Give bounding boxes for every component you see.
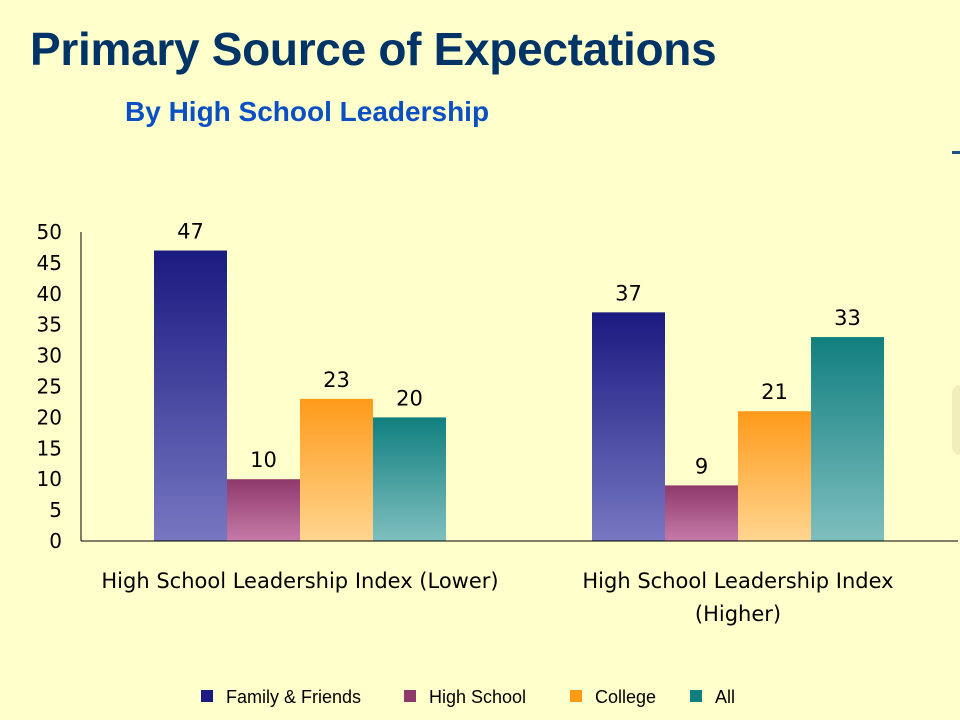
axes-layer: 0 5 10 15 20 25 30 35 40 45 50 xyxy=(37,220,958,553)
category-label-1: High School Leadership Index (Lower) xyxy=(101,569,498,593)
legend-swatch-college xyxy=(570,690,582,702)
y-tick-label-25: 25 xyxy=(37,375,62,399)
y-tick-label-50: 50 xyxy=(37,220,62,244)
legend-swatch-family-friends xyxy=(201,690,213,702)
legend-label-college: College xyxy=(595,687,656,707)
y-tick-label-0: 0 xyxy=(49,529,62,553)
category-label-2-line-1: High School Leadership Index xyxy=(582,569,893,593)
data-label-family-friends-1: 47 xyxy=(177,220,204,244)
y-tick-label-35: 35 xyxy=(37,313,62,337)
y-tick-label-20: 20 xyxy=(37,405,62,429)
legend-label-high-school: High School xyxy=(429,687,526,707)
legend: Family & Friends High School College All xyxy=(201,687,735,707)
data-label-college-1: 23 xyxy=(323,368,350,392)
data-label-high-school-1: 10 xyxy=(250,448,277,472)
legend-swatch-high-school xyxy=(404,690,416,702)
bar-college-2 xyxy=(738,411,811,541)
edge-decoration-shape xyxy=(952,385,960,455)
bars-layer xyxy=(154,250,884,542)
data-label-college-2: 21 xyxy=(761,380,788,404)
legend-swatch-all xyxy=(690,690,702,702)
data-label-all-2: 33 xyxy=(834,306,861,330)
y-tick-label-15: 15 xyxy=(37,436,62,460)
slide-subtitle: By High School Leadership xyxy=(125,96,490,127)
bar-high-school-2 xyxy=(665,485,738,541)
category-label-2-line-2: (Higher) xyxy=(695,602,781,626)
y-tick-label-40: 40 xyxy=(37,282,62,306)
y-tick-label-30: 30 xyxy=(37,344,62,368)
labels-layer: 47 10 23 20 37 9 21 33 High School Leadership In… xyxy=(101,220,893,626)
bar-high-school-1 xyxy=(227,479,300,541)
legend-label-all: All xyxy=(715,687,735,707)
y-tick-label-5: 5 xyxy=(49,498,62,522)
bar-all-1 xyxy=(373,417,446,541)
slide-title: Primary Source of Expectations xyxy=(30,23,717,75)
bar-college-1 xyxy=(300,398,373,541)
data-label-family-friends-2: 37 xyxy=(615,281,642,305)
bar-family-friends-1 xyxy=(154,250,227,542)
edge-decoration-mark xyxy=(952,151,960,154)
y-tick-label-10: 10 xyxy=(37,467,62,491)
bar-family-friends-2 xyxy=(592,312,665,541)
legend-label-family-friends: Family & Friends xyxy=(226,687,361,707)
y-tick-label-45: 45 xyxy=(37,251,62,275)
data-label-all-1: 20 xyxy=(396,386,423,410)
data-label-high-school-2: 9 xyxy=(695,454,708,478)
bar-all-2 xyxy=(811,337,884,541)
